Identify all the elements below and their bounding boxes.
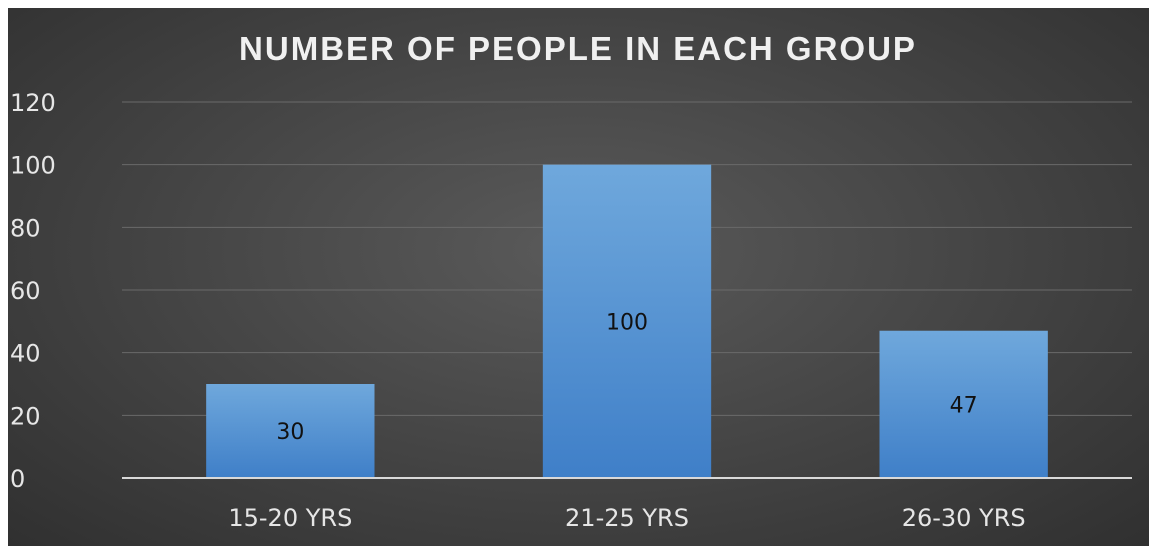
bar [206,384,375,478]
y-tick-label: 100 [10,152,56,180]
y-axis-ticks: 0 20 40 60 80 100 120 [10,89,56,493]
bar-value-label: 47 [950,393,978,418]
bar [879,330,1048,478]
y-tick-label: 120 [10,89,56,117]
y-tick-label: 80 [10,214,41,242]
chart-title: NUMBER OF PEOPLE IN EACH GROUP [239,30,917,67]
bar [542,164,712,478]
y-tick-label: 0 [10,465,25,493]
bar-value-label: 100 [606,310,648,335]
x-category-label: 15-20 YRS [228,504,352,532]
y-tick-label: 40 [10,340,41,368]
x-category-label: 26-30 YRS [902,504,1026,532]
bar-value-label: 30 [276,420,304,445]
bar-chart: NUMBER OF PEOPLE IN EACH GROUP 0 20 40 60 80… [10,30,1132,532]
x-category-label: 21-25 YRS [565,504,689,532]
y-tick-label: 20 [10,402,41,430]
x-axis-categories: 15-20 YRS 21-25 YRS 26-30 YRS [228,504,1025,532]
bars [206,164,1048,478]
data-labels: 30 100 47 [276,310,977,445]
y-tick-label: 60 [10,277,41,305]
